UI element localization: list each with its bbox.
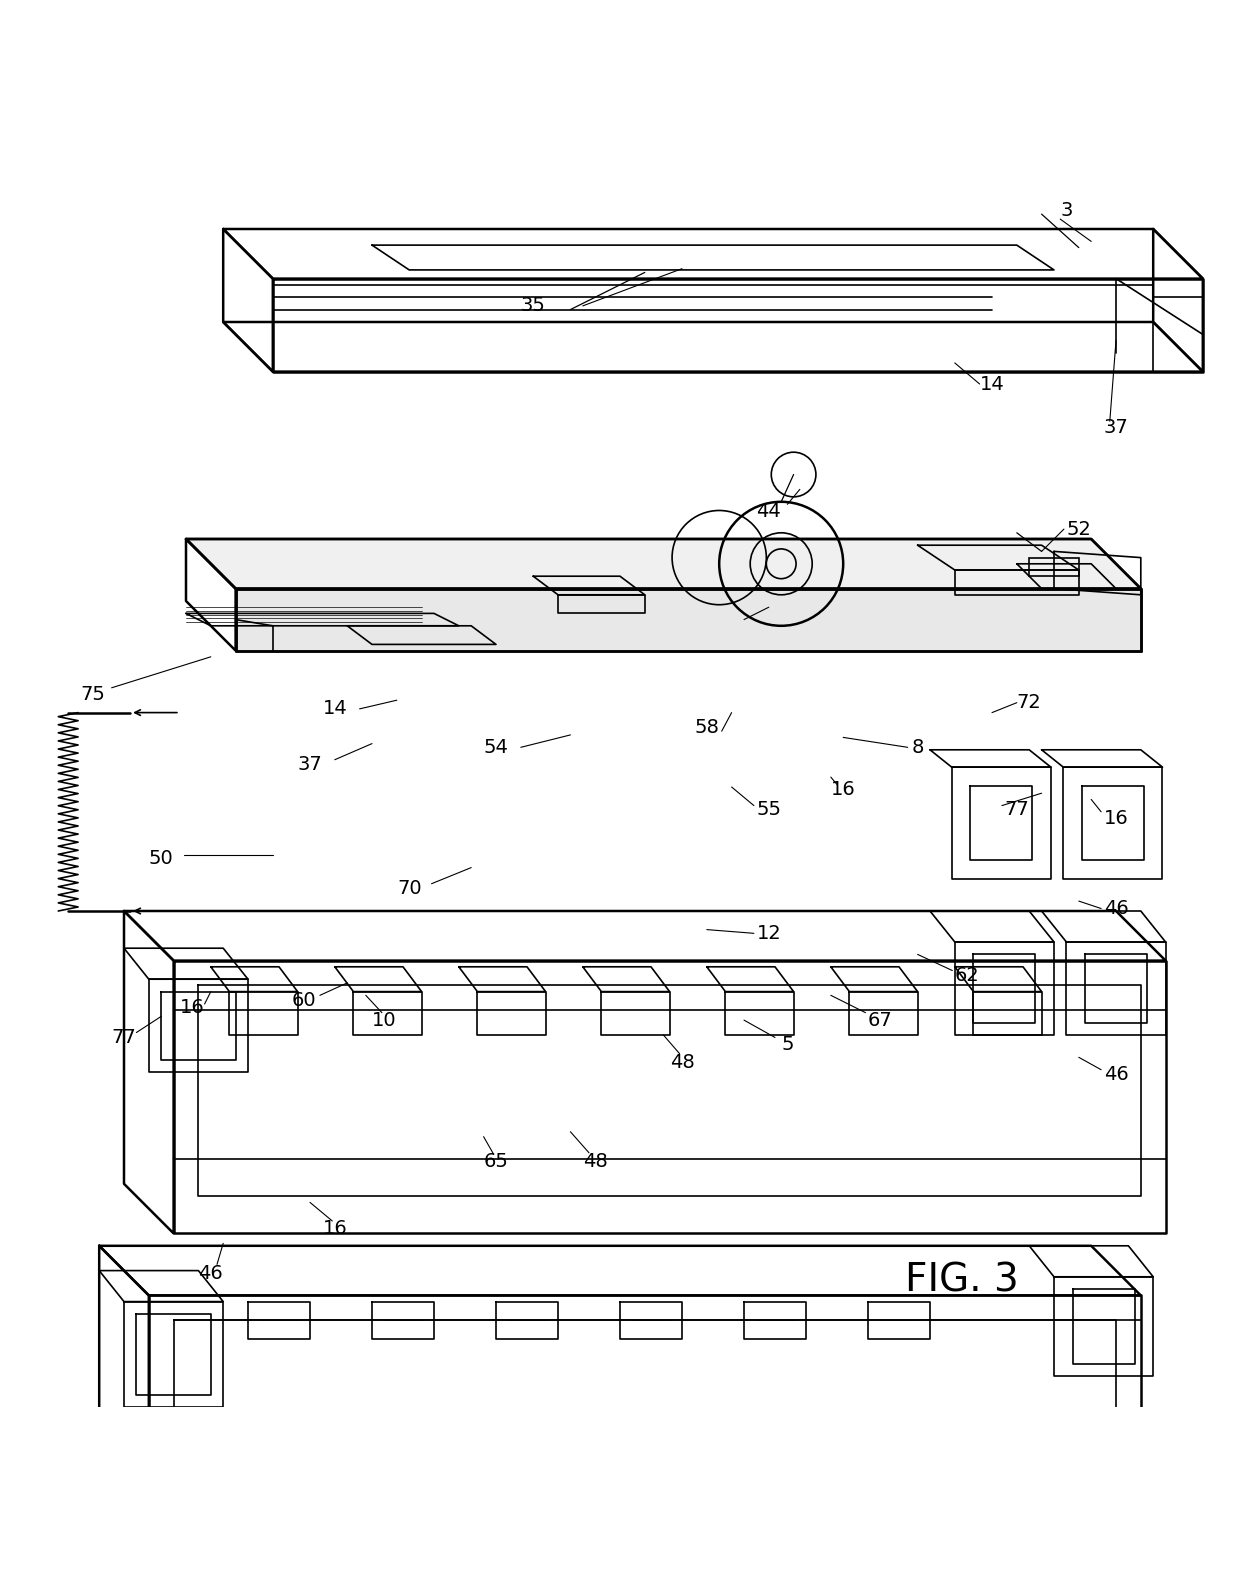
Text: 55: 55 xyxy=(756,800,781,818)
Text: 58: 58 xyxy=(694,718,719,737)
Text: 72: 72 xyxy=(1017,693,1042,711)
Text: 8: 8 xyxy=(911,738,924,757)
Text: 16: 16 xyxy=(1104,809,1128,828)
Text: 50: 50 xyxy=(149,850,174,869)
Text: 14: 14 xyxy=(322,699,347,718)
Text: 62: 62 xyxy=(955,966,980,985)
Text: 37: 37 xyxy=(298,756,322,774)
Text: 52: 52 xyxy=(1066,519,1091,538)
Text: 35: 35 xyxy=(521,296,546,315)
Text: 67: 67 xyxy=(868,1011,893,1029)
Text: 44: 44 xyxy=(756,502,781,521)
Text: 46: 46 xyxy=(1104,899,1128,918)
Polygon shape xyxy=(236,589,1141,650)
Bar xyxy=(1029,557,1079,576)
Text: 46: 46 xyxy=(1104,1066,1128,1084)
Text: 3: 3 xyxy=(1060,201,1073,220)
Text: 70: 70 xyxy=(397,880,422,899)
Text: 12: 12 xyxy=(756,924,781,943)
Text: 60: 60 xyxy=(291,990,316,1011)
Text: 16: 16 xyxy=(322,1218,347,1237)
Text: 46: 46 xyxy=(198,1264,223,1283)
Text: 77: 77 xyxy=(112,1028,136,1047)
Polygon shape xyxy=(186,538,1141,589)
Text: 16: 16 xyxy=(831,781,856,800)
Text: 75: 75 xyxy=(81,685,105,704)
Text: 54: 54 xyxy=(484,738,508,757)
Text: 16: 16 xyxy=(180,998,205,1017)
Text: 48: 48 xyxy=(583,1152,608,1171)
Text: 14: 14 xyxy=(980,375,1004,394)
Text: 48: 48 xyxy=(670,1053,694,1072)
Text: 37: 37 xyxy=(1104,419,1128,438)
Text: 65: 65 xyxy=(484,1152,508,1171)
Text: 77: 77 xyxy=(1004,800,1029,818)
Text: FIG. 3: FIG. 3 xyxy=(905,1261,1019,1300)
Text: 10: 10 xyxy=(372,1011,397,1029)
Text: 5: 5 xyxy=(781,1036,794,1055)
